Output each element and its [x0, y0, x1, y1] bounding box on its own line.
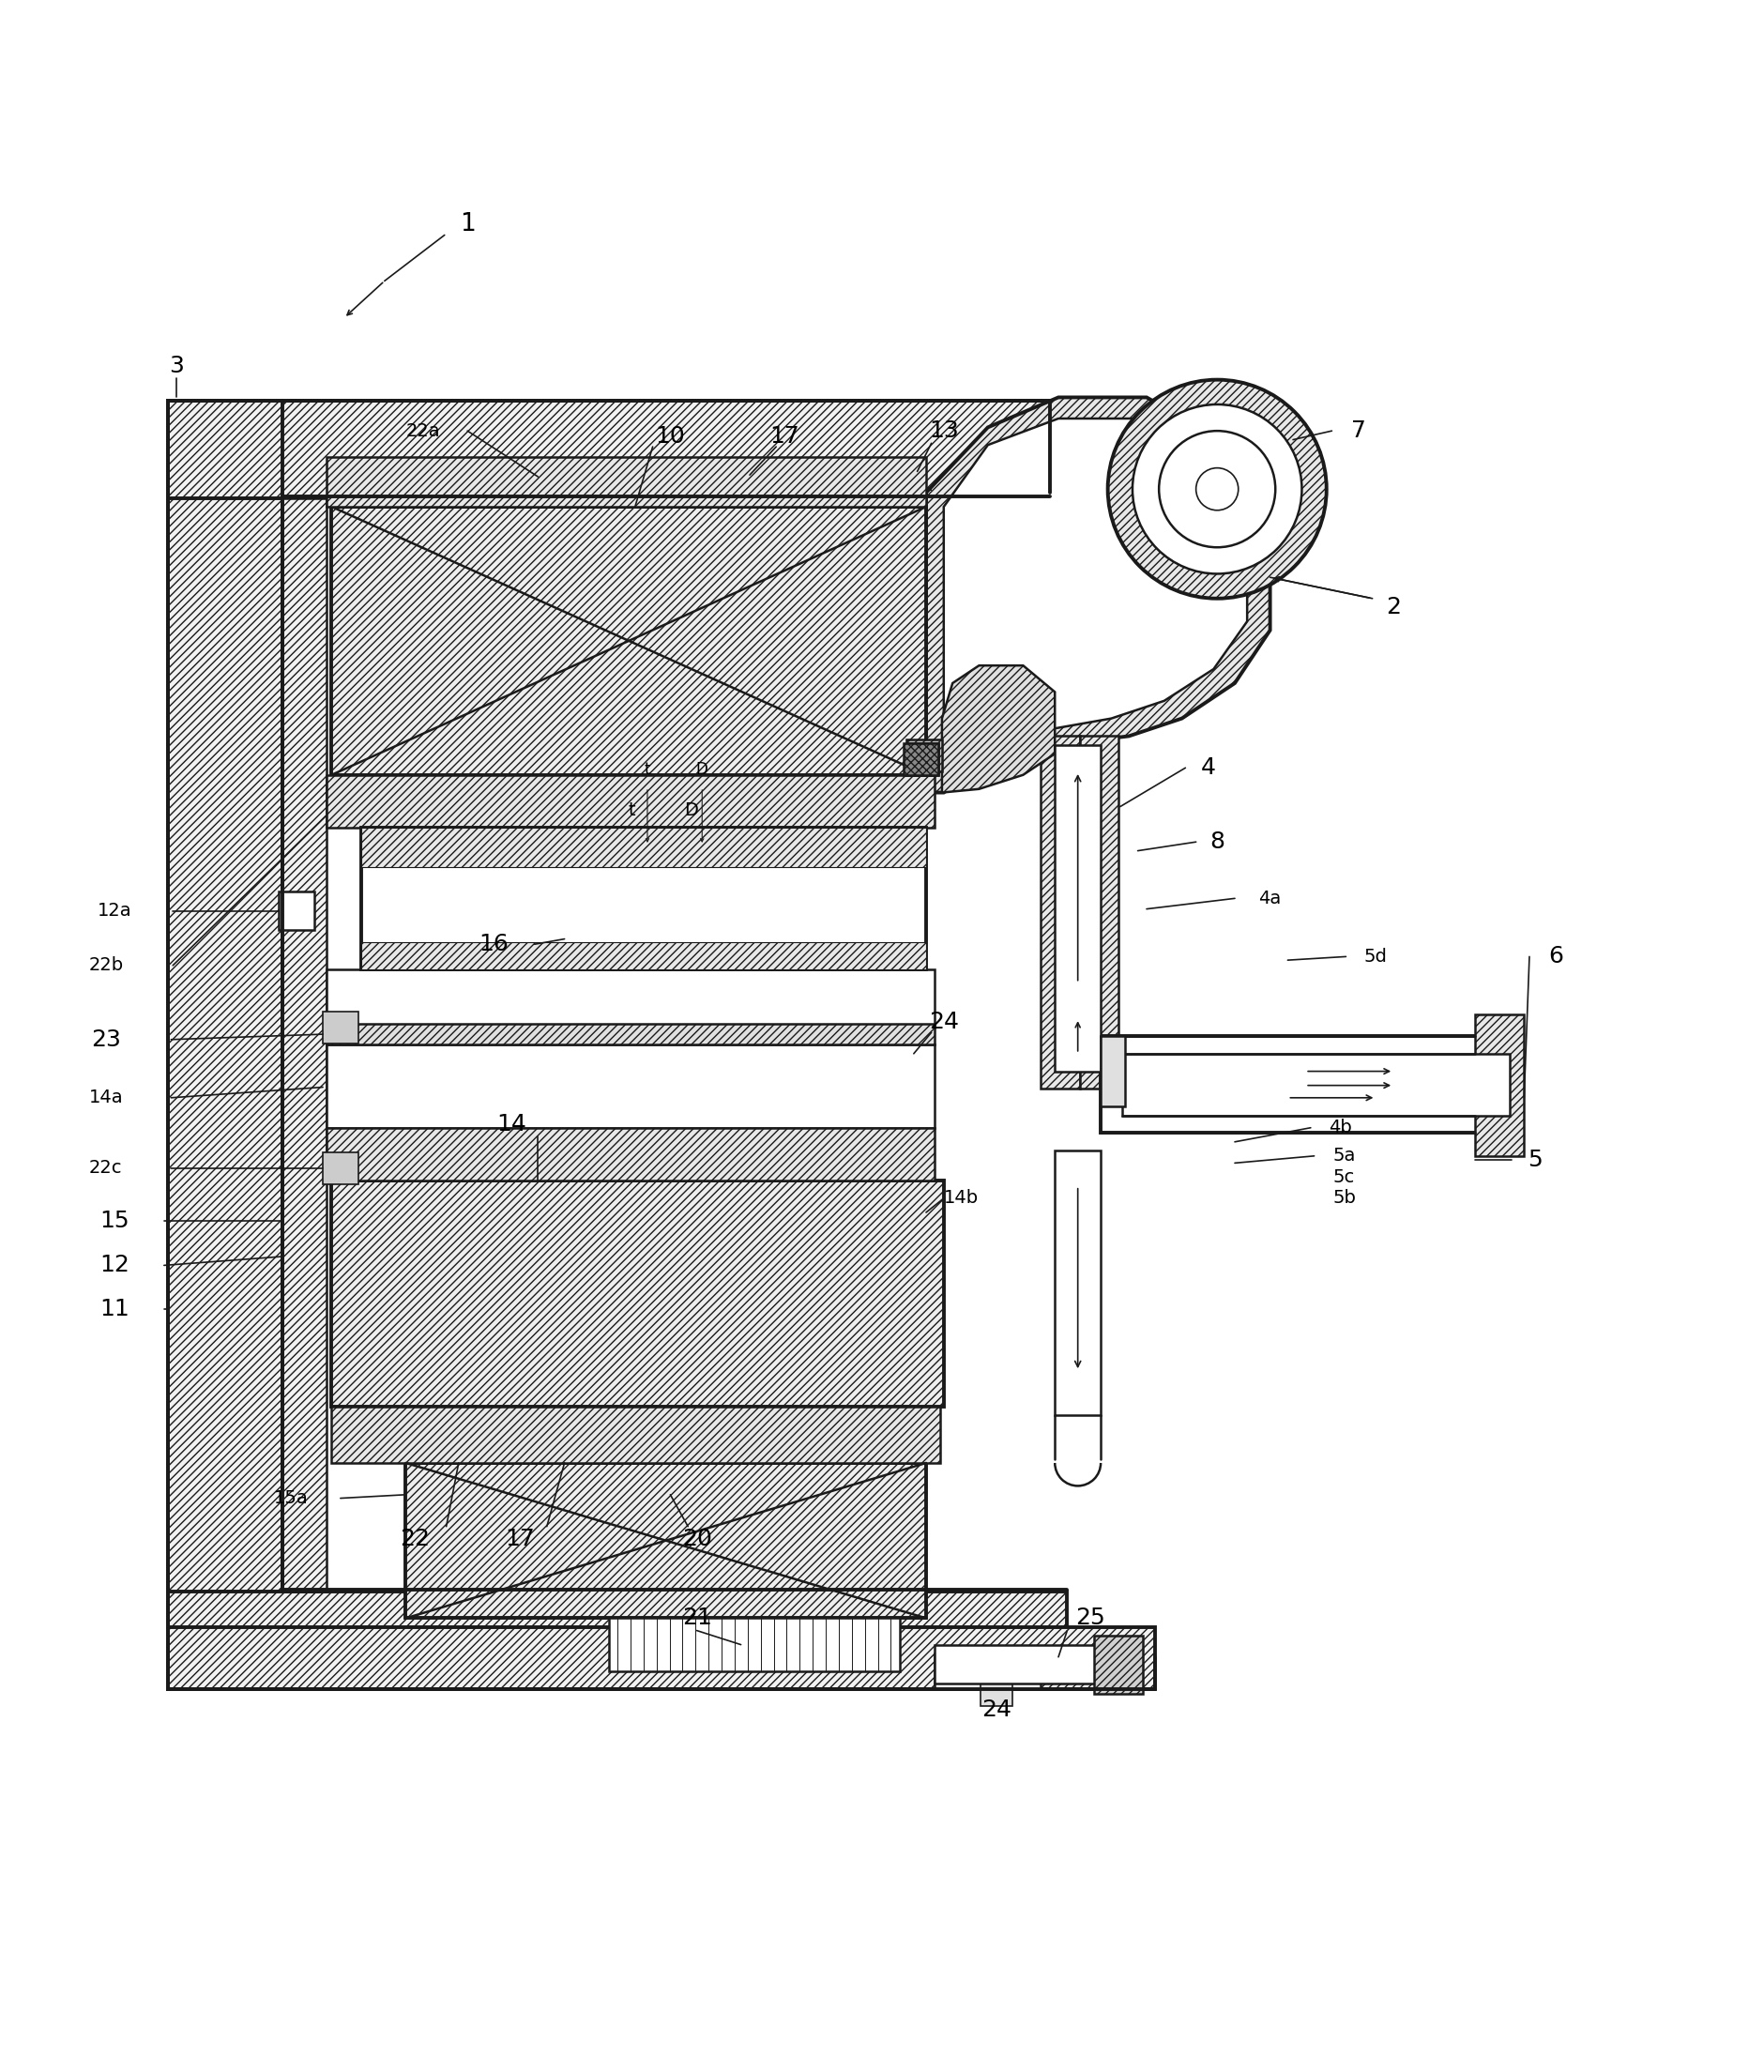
Polygon shape — [944, 419, 1247, 781]
Text: 4: 4 — [1201, 756, 1215, 779]
Text: 14b: 14b — [944, 1189, 979, 1208]
Text: 22: 22 — [399, 1527, 430, 1550]
Bar — [1041, 736, 1080, 1090]
Bar — [1122, 1055, 1510, 1115]
Text: 14: 14 — [497, 1113, 526, 1135]
Bar — [935, 1653, 1041, 1689]
Text: 23: 23 — [92, 1028, 120, 1051]
Bar — [332, 508, 926, 775]
Bar — [903, 744, 938, 775]
Text: 24: 24 — [928, 1011, 960, 1034]
Text: 15: 15 — [101, 1210, 129, 1233]
Bar — [323, 1152, 358, 1185]
Circle shape — [1196, 468, 1238, 510]
Text: 5d: 5d — [1364, 947, 1388, 966]
Text: 5: 5 — [1528, 1148, 1542, 1171]
Text: 17: 17 — [506, 1527, 534, 1550]
Bar — [935, 1645, 1111, 1682]
Bar — [362, 829, 926, 866]
Text: 2: 2 — [1387, 597, 1401, 620]
Polygon shape — [942, 665, 1055, 792]
Bar — [362, 943, 926, 970]
Text: 16: 16 — [480, 932, 508, 955]
Text: t: t — [628, 802, 635, 818]
Bar — [279, 891, 314, 930]
Bar — [1101, 1036, 1125, 1106]
Text: 12: 12 — [101, 1254, 129, 1276]
Text: 22a: 22a — [406, 423, 441, 439]
Text: 11: 11 — [101, 1299, 129, 1320]
Circle shape — [1132, 404, 1302, 574]
Text: 24: 24 — [981, 1699, 1013, 1722]
Polygon shape — [926, 398, 1270, 792]
Bar — [406, 1463, 926, 1618]
Bar — [1055, 1150, 1101, 1415]
Bar — [907, 740, 942, 771]
Bar — [362, 829, 926, 970]
Text: 4a: 4a — [1259, 889, 1281, 908]
Text: 17: 17 — [771, 425, 799, 448]
Text: 4b: 4b — [1328, 1119, 1353, 1138]
Text: 7: 7 — [1351, 421, 1365, 441]
Text: 13: 13 — [930, 421, 958, 441]
Text: 6: 6 — [1549, 945, 1563, 968]
Bar — [907, 744, 938, 775]
Circle shape — [1159, 431, 1275, 547]
Text: D: D — [697, 760, 707, 779]
Bar — [1055, 746, 1101, 1071]
Bar — [332, 1407, 940, 1463]
Bar — [332, 1181, 944, 1407]
Text: D: D — [684, 802, 699, 818]
Text: 15a: 15a — [273, 1490, 309, 1506]
Bar — [168, 400, 282, 1689]
Circle shape — [1108, 379, 1327, 599]
Bar — [326, 1024, 935, 1044]
Bar — [326, 970, 935, 1028]
Text: 14a: 14a — [88, 1088, 123, 1106]
Text: 5b: 5b — [1332, 1189, 1357, 1208]
Bar — [981, 1653, 1013, 1707]
Text: 25: 25 — [1076, 1608, 1104, 1629]
Text: 10: 10 — [656, 425, 684, 448]
Text: 22b: 22b — [88, 957, 123, 974]
Text: t: t — [644, 760, 651, 779]
Bar — [168, 1627, 1155, 1689]
Text: 21: 21 — [683, 1608, 711, 1629]
Text: 12a: 12a — [97, 901, 132, 920]
Bar — [323, 1011, 358, 1042]
Bar — [1094, 1635, 1143, 1695]
Text: 20: 20 — [683, 1527, 711, 1550]
Text: 8: 8 — [1210, 831, 1224, 854]
Bar — [609, 1618, 900, 1672]
Text: 22c: 22c — [90, 1160, 122, 1177]
Bar — [326, 458, 926, 508]
Text: 5a: 5a — [1334, 1148, 1355, 1164]
Text: 1: 1 — [460, 211, 475, 236]
Text: 5c: 5c — [1334, 1169, 1355, 1185]
Bar — [326, 1127, 935, 1181]
Bar — [1475, 1015, 1524, 1156]
Bar — [326, 775, 935, 829]
Bar — [1080, 736, 1118, 1090]
Bar — [282, 497, 326, 1591]
Bar — [168, 1591, 1067, 1689]
Text: 3: 3 — [169, 354, 183, 377]
Bar — [326, 1044, 935, 1127]
Bar — [1101, 1036, 1506, 1133]
Bar — [168, 400, 1050, 497]
